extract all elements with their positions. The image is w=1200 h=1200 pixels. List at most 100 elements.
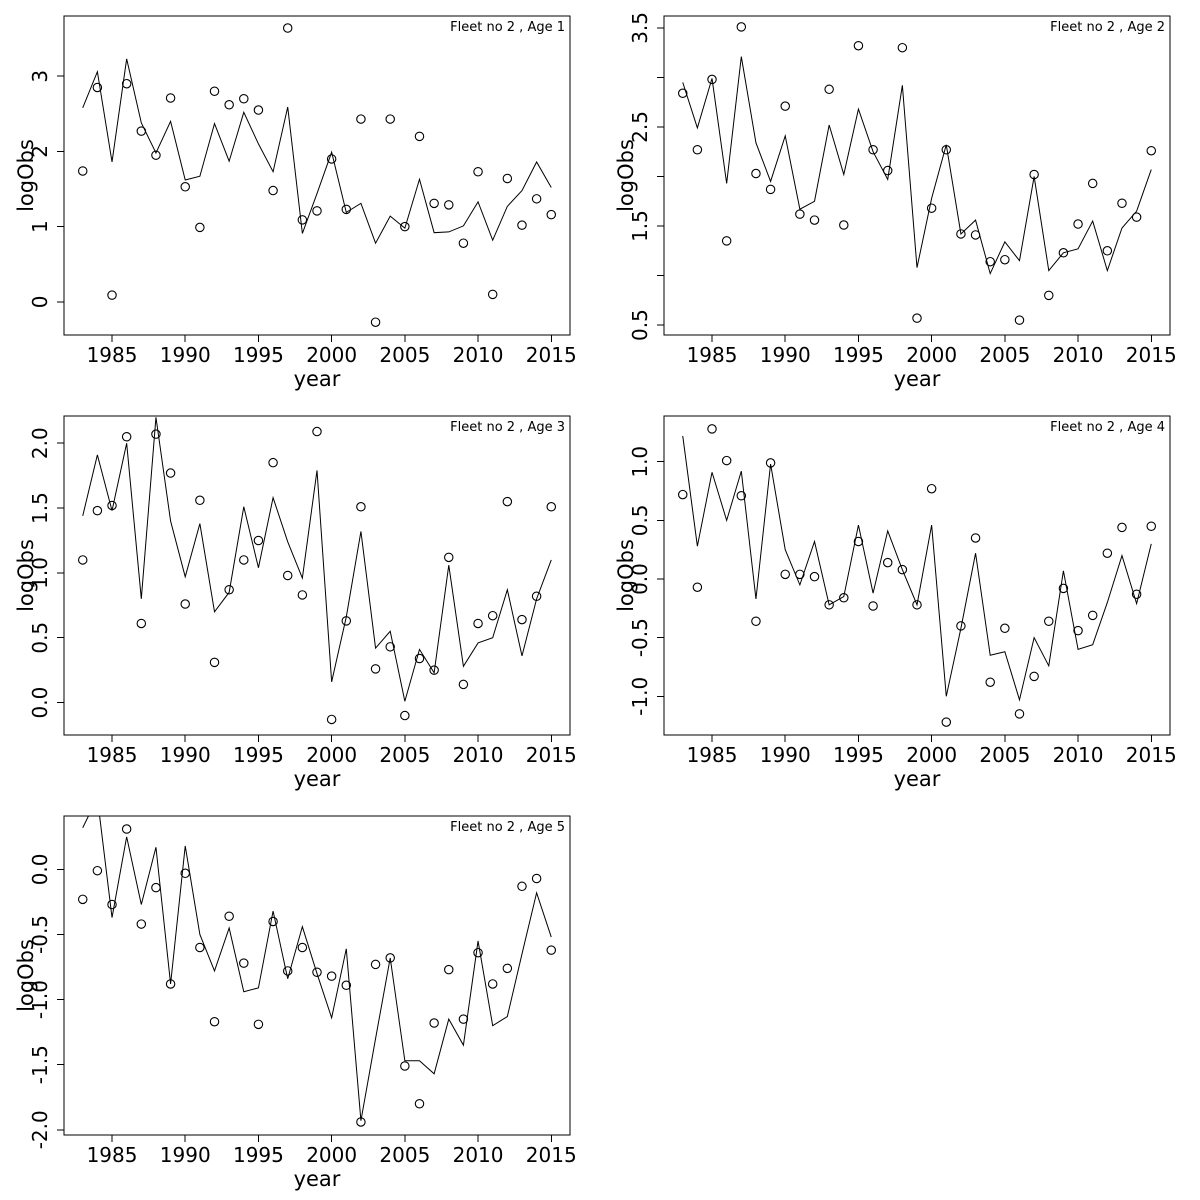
observed-point bbox=[92, 82, 103, 93]
observed-point bbox=[195, 495, 205, 506]
chart-fleet2-age5: 1985 1990 1995 2000 2005 2010 2015 year -2.0 -1.5… bbox=[14, 815, 577, 1191]
y-axis-title: logObs bbox=[14, 539, 38, 612]
fitted-line bbox=[682, 435, 1152, 702]
x-tick-label: 1995 bbox=[833, 343, 884, 367]
observed-point bbox=[282, 966, 293, 976]
observed-point bbox=[341, 980, 352, 991]
observed-point bbox=[765, 184, 776, 195]
x-tick-label: 2000 bbox=[306, 343, 357, 367]
observed-point bbox=[370, 317, 381, 327]
observed-point bbox=[356, 502, 366, 512]
x-tick-label: 2000 bbox=[906, 743, 957, 767]
observed-point bbox=[268, 916, 278, 927]
observed-point bbox=[1102, 548, 1113, 558]
observed-point bbox=[487, 610, 498, 621]
fitted-line bbox=[682, 56, 1152, 276]
observed-point bbox=[897, 42, 908, 53]
observed-point bbox=[239, 555, 249, 565]
observed-point bbox=[1087, 178, 1098, 189]
observed-point bbox=[151, 429, 161, 439]
observed-point bbox=[517, 614, 527, 625]
x-tick-label: 1990 bbox=[760, 743, 811, 767]
observed-point bbox=[868, 601, 878, 611]
y-tick-label: -1.0 bbox=[28, 980, 52, 1019]
observed-point bbox=[1058, 583, 1069, 594]
observed-point bbox=[444, 552, 454, 563]
observed-point bbox=[458, 679, 469, 690]
observed-point bbox=[1131, 589, 1142, 600]
observed-point bbox=[1029, 671, 1039, 682]
panel-title: Fleet no 2 , Age 3 bbox=[450, 420, 565, 435]
observed-point bbox=[853, 536, 864, 547]
observed-point bbox=[1102, 246, 1113, 256]
observed-point bbox=[736, 22, 747, 32]
observed-point bbox=[209, 86, 220, 96]
x-tick-label: 2000 bbox=[306, 743, 357, 767]
observed-point bbox=[1073, 219, 1083, 229]
observed-point bbox=[253, 105, 264, 115]
y-tick-label: 1.5 bbox=[28, 492, 52, 524]
observed-point bbox=[517, 881, 527, 892]
observed-point bbox=[1146, 521, 1157, 531]
observed-point bbox=[312, 426, 322, 437]
y-axis-title: logObs bbox=[14, 939, 38, 1012]
observed-point bbox=[195, 942, 205, 953]
observed-point bbox=[414, 1098, 425, 1109]
observed-point bbox=[1044, 616, 1054, 626]
chart-fleet2-age2: 1985 1990 1995 2000 2005 2010 2015 year 0.5 1.5 2.… bbox=[614, 12, 1177, 391]
observed-point bbox=[985, 256, 995, 267]
observed-point bbox=[839, 593, 849, 603]
x-tick-label: 1995 bbox=[233, 743, 284, 767]
observed-point bbox=[1058, 248, 1069, 258]
y-tick-label: 0.5 bbox=[28, 622, 52, 654]
observed-point bbox=[92, 865, 103, 876]
chart-fleet2-age3: 1985 1990 1995 2000 2005 2010 2015 year 0.0 0.5 1.… bbox=[14, 415, 577, 791]
plot-border bbox=[63, 15, 571, 336]
x-tick-label: 1995 bbox=[233, 1143, 284, 1167]
plot-border bbox=[63, 415, 571, 736]
observed-point bbox=[136, 126, 147, 136]
observed-point bbox=[414, 131, 425, 142]
observed-point bbox=[546, 945, 557, 955]
y-tick-label: 1.0 bbox=[28, 557, 52, 589]
observed-point bbox=[751, 616, 761, 626]
observed-point bbox=[502, 496, 513, 507]
observed-point bbox=[385, 114, 395, 124]
observed-point bbox=[77, 894, 88, 905]
observed-point bbox=[356, 1117, 366, 1127]
observed-point bbox=[985, 677, 995, 687]
observed-point bbox=[195, 222, 205, 233]
observed-point bbox=[546, 209, 557, 220]
x-tick-label: 2010 bbox=[1053, 743, 1104, 767]
y-tick-label: 0.5 bbox=[628, 504, 652, 536]
y-axis-title: logObs bbox=[614, 539, 638, 612]
observed-point bbox=[912, 600, 922, 610]
observed-point bbox=[956, 229, 966, 239]
observed-point bbox=[136, 919, 147, 929]
observed-point bbox=[970, 533, 981, 543]
observed-point bbox=[151, 882, 161, 893]
chart-fleet2-age1: 1985 1990 1995 2000 2005 2010 2015 year 0 1 2 3 logO… bbox=[14, 15, 577, 391]
x-tick-label: 1995 bbox=[833, 743, 884, 767]
y-axis-title: logObs bbox=[14, 139, 38, 212]
observed-point bbox=[92, 505, 103, 516]
y-tick-label: -2.0 bbox=[28, 1110, 52, 1149]
observed-point bbox=[546, 502, 557, 512]
observed-point bbox=[121, 431, 132, 442]
observed-point bbox=[385, 953, 395, 963]
x-tick-label: 2015 bbox=[1126, 743, 1177, 767]
observed-point bbox=[77, 555, 88, 565]
observed-point bbox=[239, 94, 249, 104]
y-tick-label: 0.0 bbox=[28, 853, 52, 885]
observed-point bbox=[165, 468, 176, 478]
panel-title: Fleet no 2 , Age 2 bbox=[1050, 20, 1165, 35]
observed-point bbox=[444, 964, 454, 975]
panel-title: Fleet no 2 , Age 5 bbox=[450, 820, 565, 835]
observed-point bbox=[707, 74, 717, 85]
x-tick-label: 2000 bbox=[906, 343, 957, 367]
observed-point bbox=[282, 570, 293, 581]
x-tick-label: 2005 bbox=[979, 343, 1030, 367]
observed-point bbox=[107, 899, 117, 910]
panel-fleet2-age4: 1985 1990 1995 2000 2005 2010 2015 year -1.0 -0.5… bbox=[600, 400, 1200, 800]
observed-point bbox=[970, 230, 981, 240]
